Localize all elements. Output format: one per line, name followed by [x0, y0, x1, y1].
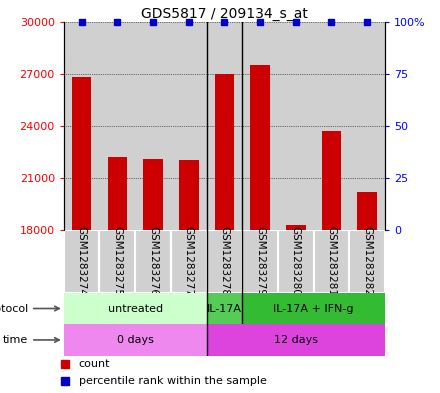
- Text: untreated: untreated: [108, 303, 163, 314]
- Text: GSM1283276: GSM1283276: [148, 226, 158, 296]
- Bar: [206, 22, 242, 230]
- Bar: [64, 293, 206, 324]
- Bar: [143, 159, 163, 230]
- Bar: [242, 230, 278, 293]
- Bar: [171, 230, 206, 293]
- Text: GSM1283281: GSM1283281: [326, 226, 337, 296]
- Bar: [314, 230, 349, 293]
- Bar: [64, 324, 206, 356]
- Text: 0 days: 0 days: [117, 335, 154, 345]
- Text: IL-17A: IL-17A: [207, 303, 242, 314]
- Text: 12 days: 12 days: [274, 335, 318, 345]
- Bar: [314, 22, 349, 230]
- Bar: [278, 22, 314, 230]
- Text: GSM1283282: GSM1283282: [362, 226, 372, 296]
- Bar: [135, 22, 171, 230]
- Bar: [215, 73, 234, 230]
- Text: GSM1283280: GSM1283280: [291, 226, 301, 296]
- Bar: [99, 22, 135, 230]
- Title: GDS5817 / 209134_s_at: GDS5817 / 209134_s_at: [141, 7, 308, 20]
- Bar: [322, 131, 341, 230]
- Bar: [206, 230, 242, 293]
- Bar: [357, 192, 377, 230]
- Text: time: time: [3, 335, 59, 345]
- Bar: [278, 230, 314, 293]
- Text: percentile rank within the sample: percentile rank within the sample: [79, 376, 267, 386]
- Text: IL-17A + IFN-g: IL-17A + IFN-g: [273, 303, 354, 314]
- Bar: [72, 77, 92, 230]
- Bar: [206, 293, 242, 324]
- Text: count: count: [79, 359, 110, 369]
- Bar: [179, 160, 198, 230]
- Bar: [171, 22, 206, 230]
- Text: GSM1283275: GSM1283275: [112, 226, 122, 296]
- Bar: [250, 65, 270, 230]
- Bar: [107, 157, 127, 230]
- Bar: [64, 230, 99, 293]
- Text: GSM1283278: GSM1283278: [220, 226, 229, 296]
- Bar: [242, 293, 385, 324]
- Text: GSM1283274: GSM1283274: [77, 226, 87, 296]
- Bar: [286, 225, 306, 230]
- Text: protocol: protocol: [0, 303, 59, 314]
- Text: GSM1283277: GSM1283277: [184, 226, 194, 296]
- Bar: [206, 324, 385, 356]
- Bar: [135, 230, 171, 293]
- Bar: [99, 230, 135, 293]
- Bar: [64, 22, 99, 230]
- Bar: [349, 22, 385, 230]
- Text: GSM1283279: GSM1283279: [255, 226, 265, 296]
- Bar: [242, 22, 278, 230]
- Bar: [349, 230, 385, 293]
